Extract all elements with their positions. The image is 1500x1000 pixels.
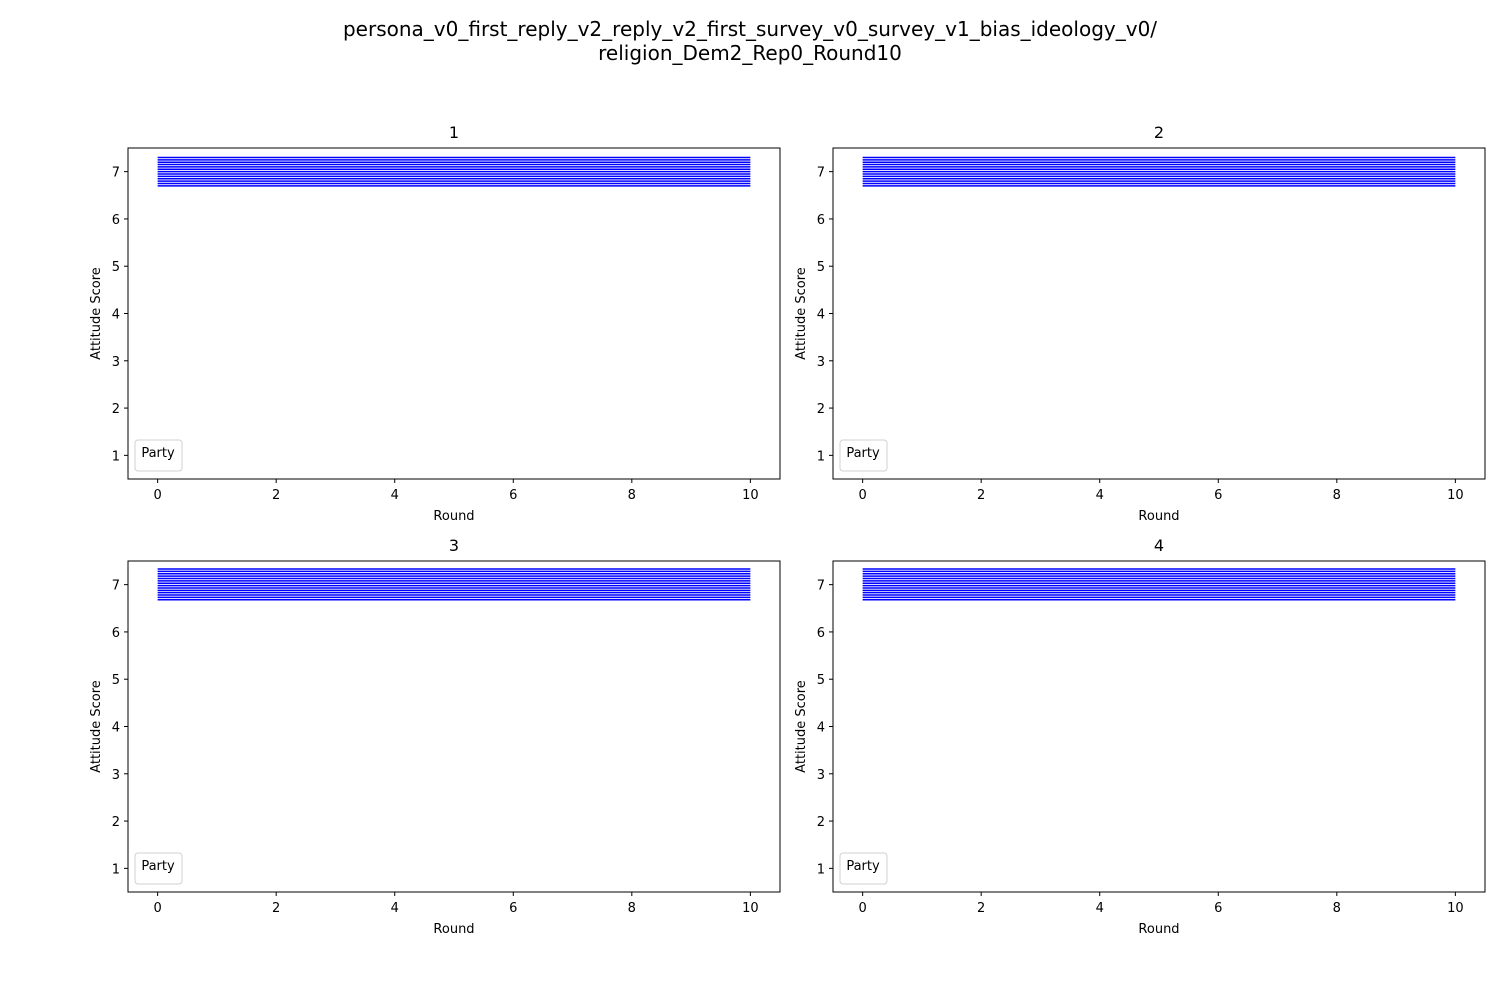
legend-title: Party bbox=[141, 859, 175, 874]
x-tick-label: 2 bbox=[272, 901, 280, 916]
y-tick-label: 1 bbox=[112, 449, 120, 464]
x-tick-label: 8 bbox=[1333, 901, 1341, 916]
y-tick-label: 3 bbox=[817, 355, 825, 370]
legend: Party bbox=[134, 439, 183, 472]
x-tick-label: 8 bbox=[628, 488, 636, 503]
subplot-title: 2 bbox=[1154, 123, 1164, 142]
x-tick-label: 2 bbox=[272, 488, 280, 503]
x-tick-label: 4 bbox=[391, 488, 399, 503]
y-tick-label: 4 bbox=[817, 308, 825, 323]
legend-title: Party bbox=[141, 446, 175, 461]
x-tick-label: 2 bbox=[977, 488, 985, 503]
y-tick-label: 2 bbox=[817, 815, 825, 830]
y-tick-label: 5 bbox=[112, 260, 120, 275]
y-tick-label: 7 bbox=[817, 166, 825, 181]
y-tick-label: 4 bbox=[112, 721, 120, 736]
x-tick-label: 6 bbox=[1214, 488, 1222, 503]
x-tick-label: 8 bbox=[1333, 488, 1341, 503]
plot-area bbox=[128, 561, 780, 892]
legend-box bbox=[134, 439, 183, 472]
y-tick-label: 2 bbox=[817, 402, 825, 417]
y-tick-label: 7 bbox=[817, 579, 825, 594]
y-tick-label: 5 bbox=[817, 673, 825, 688]
x-tick-label: 10 bbox=[742, 488, 759, 503]
x-tick-label: 6 bbox=[509, 901, 517, 916]
legend: Party bbox=[134, 852, 183, 885]
y-tick-label: 7 bbox=[112, 579, 120, 594]
x-tick-label: 4 bbox=[391, 901, 399, 916]
x-axis-label: Round bbox=[1138, 509, 1179, 524]
y-tick-label: 1 bbox=[817, 862, 825, 877]
legend: Party bbox=[839, 439, 888, 472]
x-tick-label: 10 bbox=[1447, 488, 1464, 503]
legend-box bbox=[839, 439, 888, 472]
subplot-title: 4 bbox=[1154, 536, 1164, 555]
subplot-title: 1 bbox=[449, 123, 459, 142]
x-tick-label: 2 bbox=[977, 901, 985, 916]
y-axis-label: Attitude Score bbox=[89, 680, 104, 773]
y-tick-label: 3 bbox=[112, 355, 120, 370]
y-tick-label: 2 bbox=[112, 815, 120, 830]
x-axis-label: Round bbox=[433, 509, 474, 524]
x-tick-label: 0 bbox=[153, 488, 161, 503]
subplot-title: 3 bbox=[449, 536, 459, 555]
x-tick-label: 0 bbox=[858, 488, 866, 503]
x-tick-label: 8 bbox=[628, 901, 636, 916]
legend: Party bbox=[839, 852, 888, 885]
y-tick-label: 6 bbox=[817, 213, 825, 228]
y-tick-label: 5 bbox=[112, 673, 120, 688]
y-tick-label: 3 bbox=[112, 768, 120, 783]
y-tick-label: 6 bbox=[112, 626, 120, 641]
x-axis-label: Round bbox=[1138, 922, 1179, 937]
y-tick-label: 1 bbox=[817, 449, 825, 464]
y-tick-label: 4 bbox=[112, 308, 120, 323]
figure-title-line-2: religion_Dem2_Rep0_Round10 bbox=[598, 41, 902, 65]
x-axis-label: Round bbox=[433, 922, 474, 937]
legend-box bbox=[839, 852, 888, 885]
x-tick-label: 0 bbox=[858, 901, 866, 916]
x-tick-label: 4 bbox=[1096, 901, 1104, 916]
y-tick-label: 5 bbox=[817, 260, 825, 275]
x-tick-label: 10 bbox=[1447, 901, 1464, 916]
legend-title: Party bbox=[846, 446, 880, 461]
plot-area bbox=[128, 148, 780, 479]
y-tick-label: 4 bbox=[817, 721, 825, 736]
y-tick-label: 6 bbox=[817, 626, 825, 641]
y-tick-label: 3 bbox=[817, 768, 825, 783]
plot-area bbox=[833, 561, 1485, 892]
figure-title-line-1: persona_v0_first_reply_v2_reply_v2_first… bbox=[343, 17, 1157, 41]
x-tick-label: 6 bbox=[1214, 901, 1222, 916]
y-axis-label: Attitude Score bbox=[794, 267, 809, 360]
legend-box bbox=[134, 852, 183, 885]
legend-title: Party bbox=[846, 859, 880, 874]
x-tick-label: 10 bbox=[742, 901, 759, 916]
x-tick-label: 6 bbox=[509, 488, 517, 503]
plot-area bbox=[833, 148, 1485, 479]
y-axis-label: Attitude Score bbox=[89, 267, 104, 360]
y-tick-label: 2 bbox=[112, 402, 120, 417]
y-tick-label: 6 bbox=[112, 213, 120, 228]
y-tick-label: 1 bbox=[112, 862, 120, 877]
y-tick-label: 7 bbox=[112, 166, 120, 181]
x-tick-label: 4 bbox=[1096, 488, 1104, 503]
x-tick-label: 0 bbox=[153, 901, 161, 916]
y-axis-label: Attitude Score bbox=[794, 680, 809, 773]
